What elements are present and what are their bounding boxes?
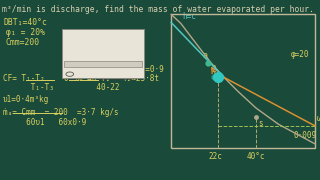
Text: T₁-T₃: T₁-T₃ xyxy=(3,83,54,92)
Text: 2: 2 xyxy=(211,65,216,74)
Text: 0·009: 0·009 xyxy=(293,131,316,140)
Text: ω₁: ω₁ xyxy=(317,114,320,123)
Text: 60υ1   60x0·9: 60υ1 60x0·9 xyxy=(3,118,86,127)
Text: φ=20: φ=20 xyxy=(291,50,310,59)
Text: η=90%   CF=0·9: η=90% CF=0·9 xyxy=(99,65,164,74)
Text: DBT₁=40°c: DBT₁=40°c xyxy=(3,18,47,27)
Text: υ1=0·4m³kg: υ1=0·4m³kg xyxy=(3,95,50,104)
Text: φ₁ = 20%: φ₁ = 20% xyxy=(6,28,45,37)
Text: h=c: h=c xyxy=(182,12,196,21)
Bar xyxy=(62,29,144,78)
Text: m³/min is discharge, find the mass of water evaporated per hour.: m³/min is discharge, find the mass of wa… xyxy=(2,4,314,14)
Text: ṁₐ= Cmm  = 200  =3·7 kg/s: ṁₐ= Cmm = 200 =3·7 kg/s xyxy=(3,108,119,117)
Text: a: a xyxy=(203,51,208,60)
Text: 40-22: 40-22 xyxy=(64,83,119,92)
Text: T₂=23·8t: T₂=23·8t xyxy=(123,74,160,83)
Text: 22c: 22c xyxy=(208,152,222,161)
Text: Make up water: Make up water xyxy=(96,76,135,81)
Bar xyxy=(64,61,142,68)
Bar xyxy=(171,14,315,148)
Text: CF= T₁-T₂: CF= T₁-T₂ xyxy=(3,74,45,83)
Text: Cmm=200: Cmm=200 xyxy=(6,38,40,47)
Text: 0·9= 40-T₂: 0·9= 40-T₂ xyxy=(64,74,110,83)
Text: 40°c: 40°c xyxy=(247,152,265,161)
Text: s: s xyxy=(259,119,263,128)
Text: Pump: Pump xyxy=(67,76,82,81)
Circle shape xyxy=(212,74,223,81)
